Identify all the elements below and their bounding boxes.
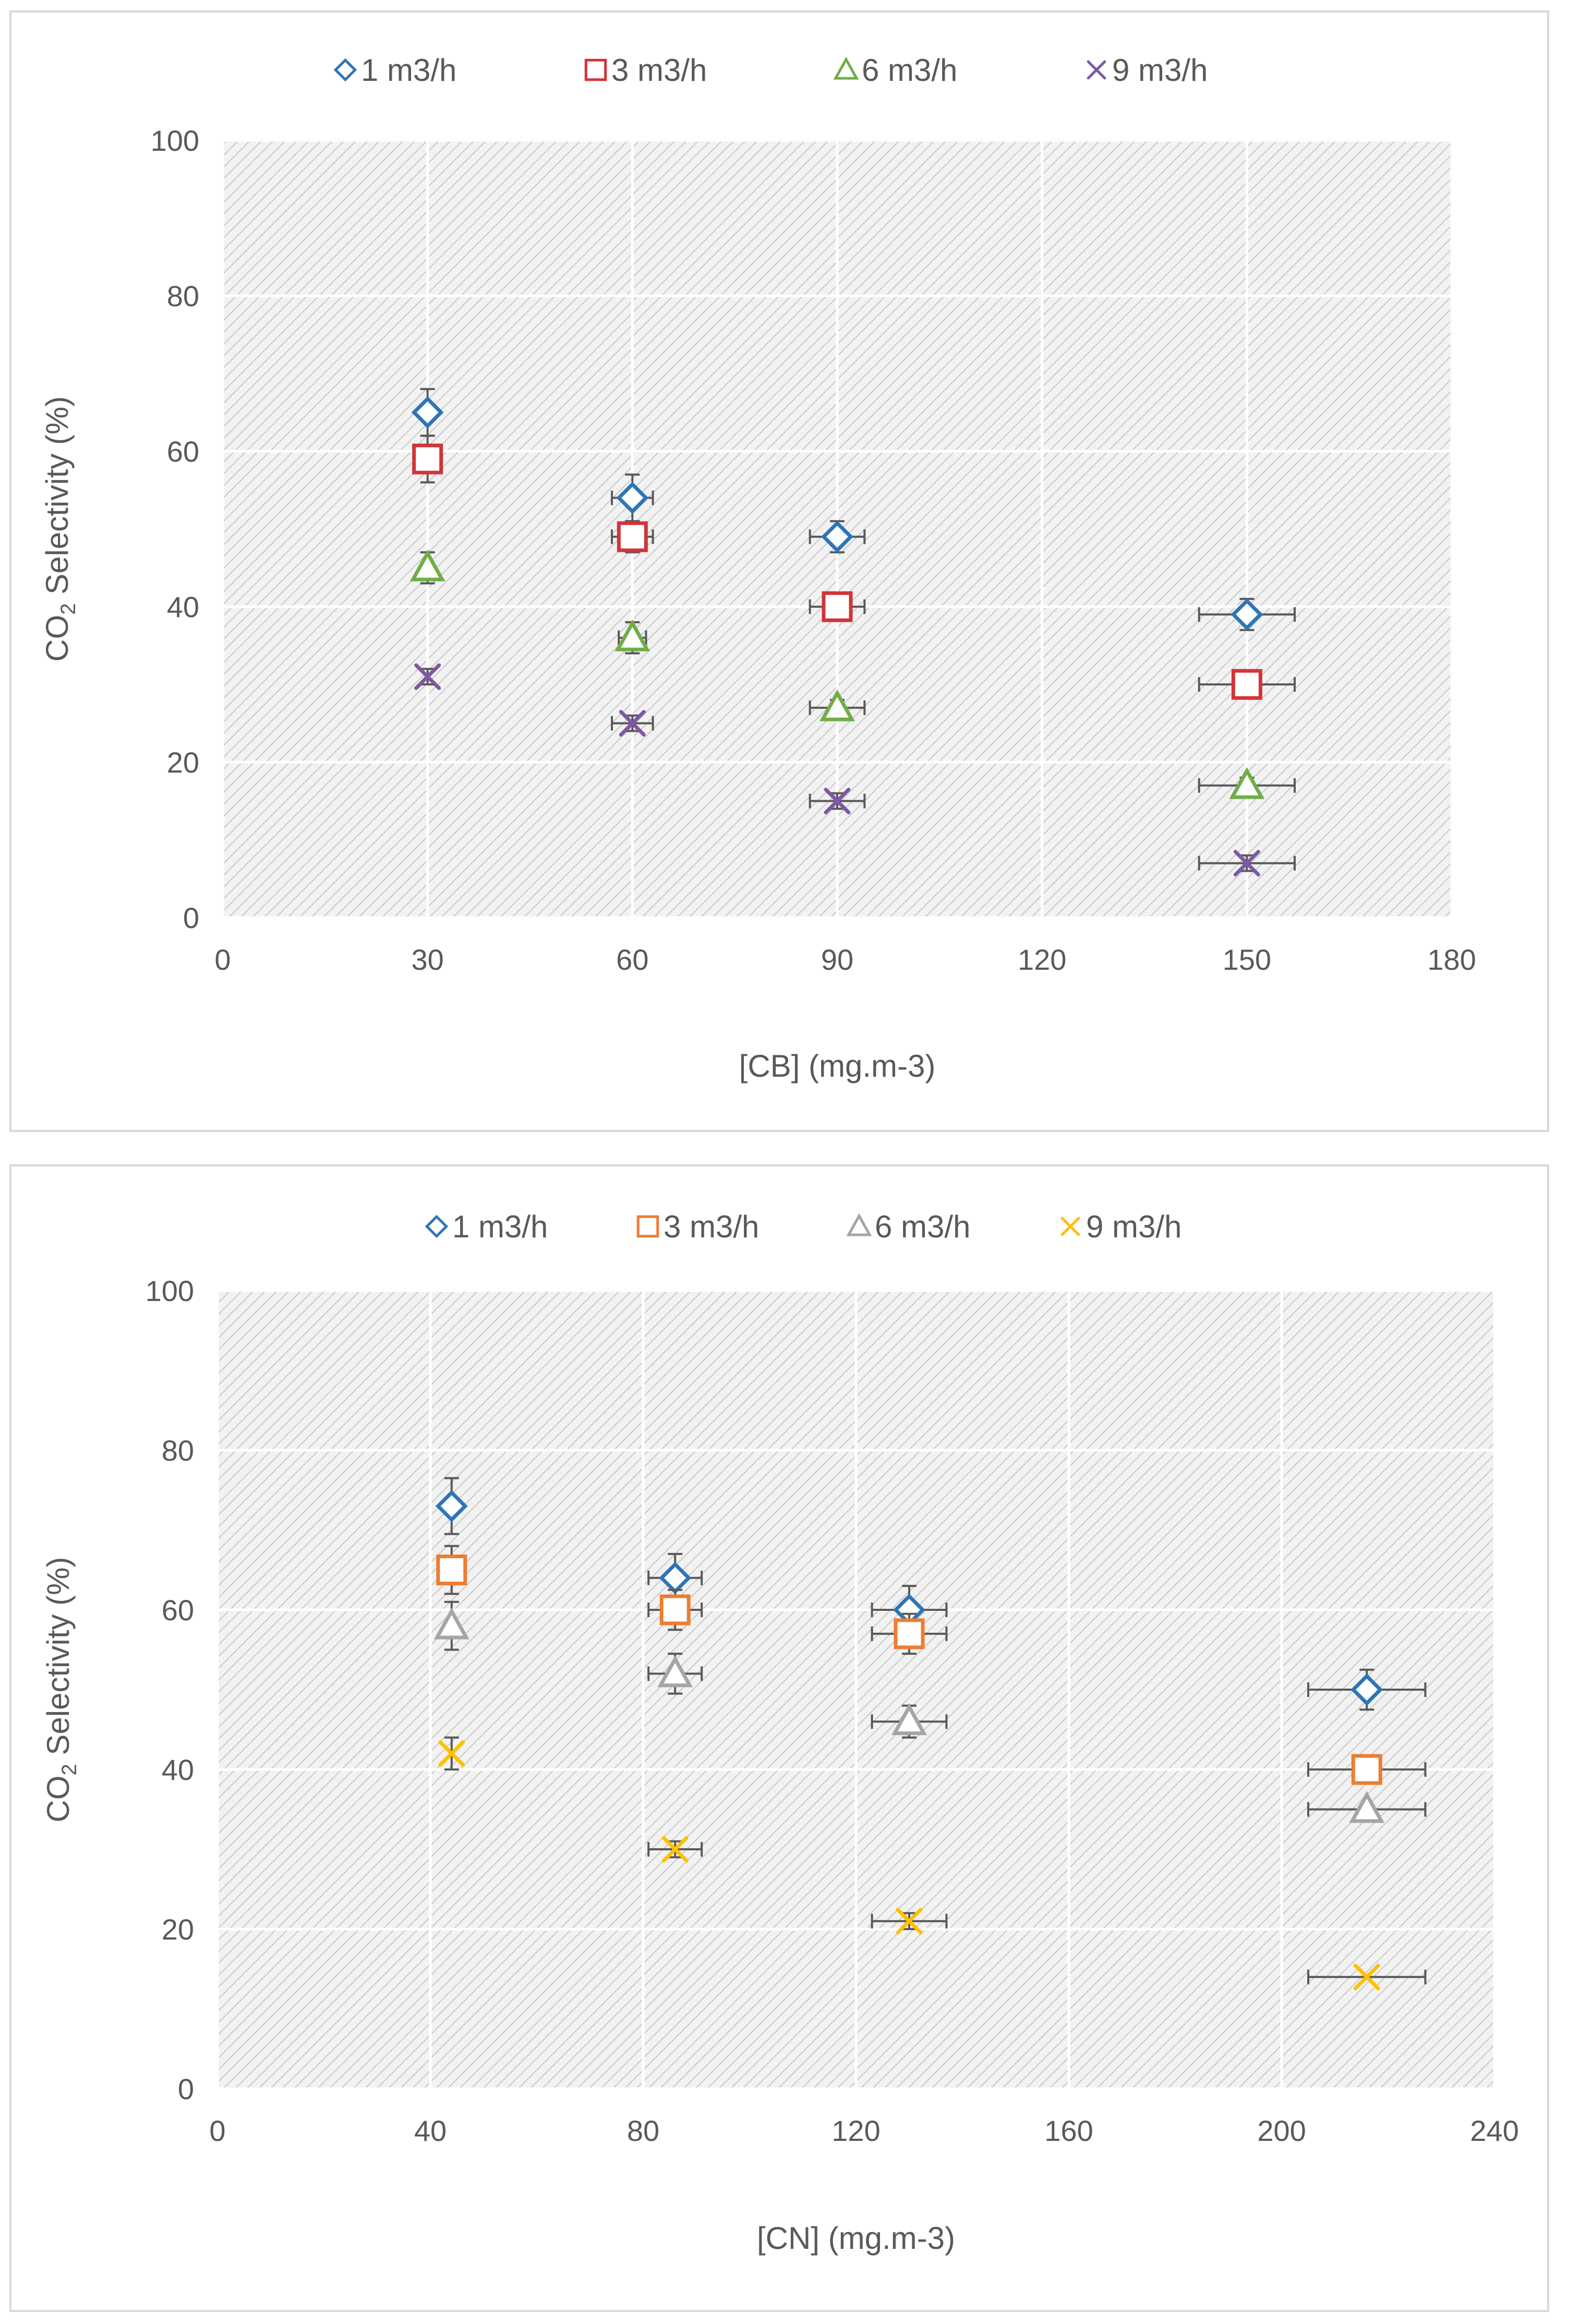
cn-y-tick-100: 100 — [146, 1274, 194, 1307]
cb-y-tick-20: 20 — [167, 746, 199, 779]
cn-x-tick-200: 200 — [1257, 2114, 1306, 2147]
cb-series-1-point-1 — [612, 521, 653, 552]
cb-x-tick-30: 30 — [412, 943, 444, 976]
cn-x-tick-240: 240 — [1470, 2114, 1518, 2147]
cn-x-tick-40: 40 — [414, 2114, 447, 2147]
cn-y-tick-80: 80 — [162, 1434, 194, 1467]
cb-legend-marker-3 — [1088, 62, 1105, 78]
cb-y-tick-80: 80 — [167, 280, 199, 312]
cn-x-axis-title: [CN] (mg.m-3) — [757, 2221, 955, 2256]
cn-legend-item-3: 9 m3/h — [1062, 1209, 1182, 1244]
chart-cn: 0 40 80 120 160 200 240 0 20 40 60 80 100 [CN] (mg.m-… — [9, 1164, 1549, 2312]
cn-legend-marker-2 — [849, 1216, 870, 1235]
chart-cb-svg: 0 30 60 90 120 150 180 0 20 40 60 80 100 [CB] (mg.m-3… — [11, 13, 1547, 1130]
cn-legend-label-1: 3 m3/h — [664, 1209, 759, 1244]
cb-x-tick-90: 90 — [821, 943, 853, 976]
cn-legend-label-3: 9 m3/h — [1086, 1209, 1182, 1244]
cb-legend-label-0: 1 m3/h — [361, 53, 456, 88]
cn-y-tick-60: 60 — [162, 1594, 194, 1627]
cn-x-tick-120: 120 — [831, 2114, 880, 2147]
cb-y-axis-title: CO2 Selectivity (%) — [40, 396, 80, 662]
cn-y-axis-title: CO2 Selectivity (%) — [41, 1557, 81, 1823]
cb-legend-marker-1 — [586, 60, 605, 79]
cb-legend-item-2: 6 m3/h — [836, 53, 958, 88]
cn-x-tick-80: 80 — [627, 2114, 659, 2147]
chart-cn-svg: 0 40 80 120 160 200 240 0 20 40 60 80 100 [CN] (mg.m-… — [11, 1166, 1547, 2310]
cn-legend-marker-3 — [1062, 1218, 1079, 1235]
cn-y-tick-20: 20 — [162, 1913, 194, 1946]
cb-x-tick-120: 120 — [1018, 943, 1066, 976]
cb-legend-label-2: 6 m3/h — [862, 53, 957, 88]
cb-y-tick-40: 40 — [167, 591, 199, 623]
cn-y-tick-40: 40 — [162, 1753, 194, 1786]
cn-x-tick-160: 160 — [1044, 2114, 1093, 2147]
cb-x-tick-150: 150 — [1223, 943, 1271, 976]
cb-x-tick-180: 180 — [1427, 943, 1476, 976]
cb-y-tick-0: 0 — [183, 901, 199, 934]
cb-legend-item-3: 9 m3/h — [1088, 53, 1208, 88]
cn-legend-marker-0 — [427, 1217, 446, 1236]
cn-legend-label-0: 1 m3/h — [452, 1209, 548, 1244]
cb-y-tick-100: 100 — [151, 124, 199, 157]
cb-legend-label-1: 3 m3/h — [611, 53, 707, 88]
cb-legend-label-3: 9 m3/h — [1112, 53, 1208, 88]
cn-legend-label-2: 6 m3/h — [875, 1209, 970, 1244]
cb-x-axis-title: [CB] (mg.m-3) — [739, 1049, 936, 1083]
cn-y-tick-0: 0 — [178, 2073, 194, 2105]
cn-legend-item-0: 1 m3/h — [427, 1209, 548, 1244]
cb-y-tick-60: 60 — [167, 435, 199, 468]
cb-x-tick-0: 0 — [214, 943, 231, 976]
cn-x-tick-0: 0 — [209, 2114, 225, 2147]
cn-legend-item-1: 3 m3/h — [638, 1209, 759, 1244]
cn-legend-marker-1 — [638, 1217, 657, 1236]
cn-legend-item-2: 6 m3/h — [849, 1209, 971, 1244]
cb-legend-marker-2 — [836, 59, 857, 78]
chart-cb: 0 30 60 90 120 150 180 0 20 40 60 80 100 [CB] (mg.m-3… — [9, 10, 1549, 1132]
cb-legend-item-0: 1 m3/h — [335, 53, 456, 88]
cb-legend-item-1: 3 m3/h — [586, 53, 707, 88]
cb-x-tick-60: 60 — [616, 943, 648, 976]
cb-legend-marker-0 — [335, 60, 355, 79]
